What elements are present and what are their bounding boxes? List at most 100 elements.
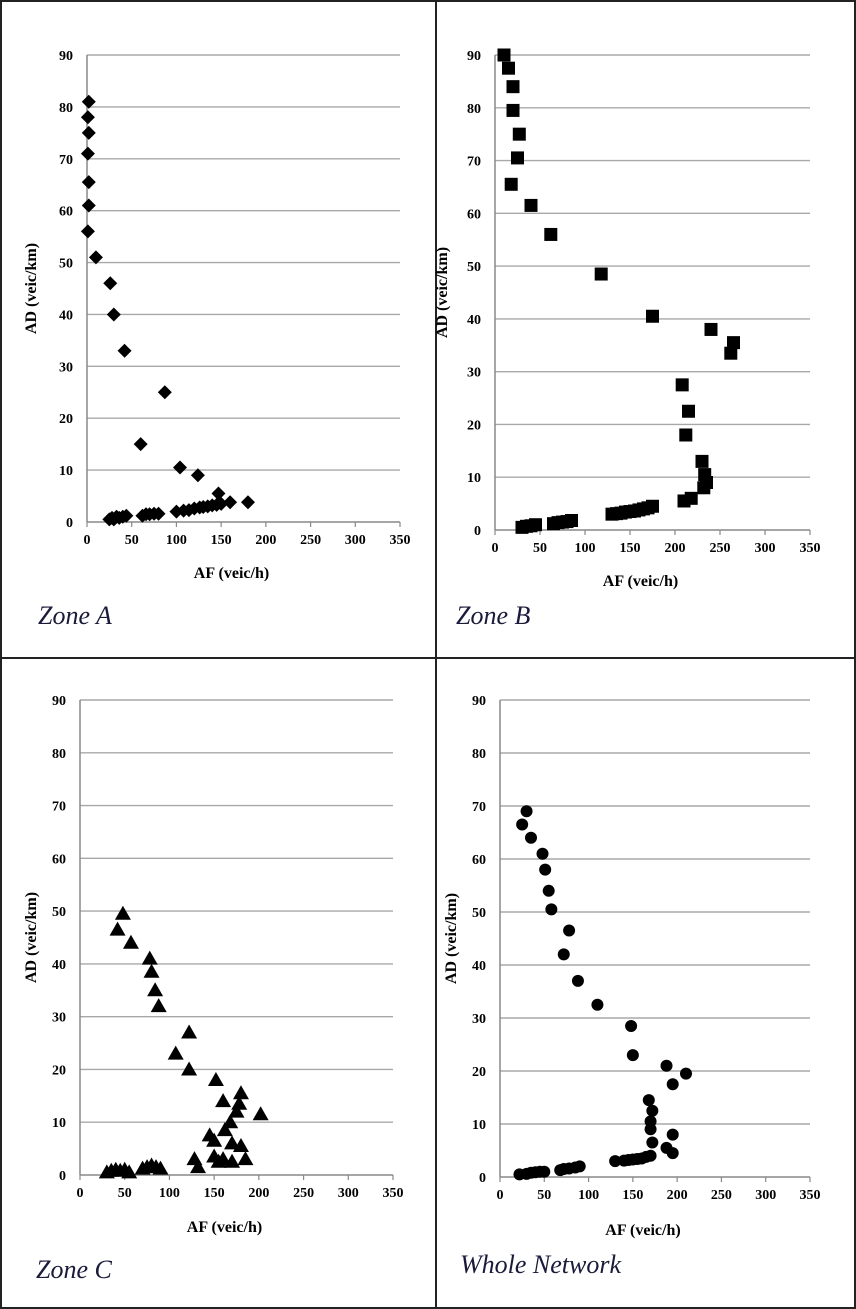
x-tick-label: 50 (118, 1186, 132, 1201)
y-tick-label: 40 (59, 308, 73, 323)
data-point (211, 486, 226, 501)
y-tick-label: 0 (59, 1169, 66, 1184)
series-points (513, 805, 692, 1181)
data-point (190, 1159, 207, 1174)
data-point (545, 903, 558, 916)
data-point (143, 963, 160, 978)
data-point (206, 1132, 223, 1147)
x-tick-label: 0 (492, 541, 499, 556)
data-point (520, 805, 533, 818)
y-axis-title: AD (veic/km) (23, 892, 40, 983)
chart-panel: 0 10 20 30 40 50 60 70 80 90 0 50 100 150 200 250 300 350… (23, 49, 411, 630)
y-tick-label: 0 (479, 1171, 486, 1186)
data-point (228, 1103, 245, 1118)
data-point (216, 1122, 233, 1137)
x-axis-title: AF (veic/h) (194, 565, 269, 582)
series-points (80, 94, 255, 527)
data-point (237, 1151, 254, 1166)
x-axis-title: AF (veic/h) (605, 1222, 680, 1239)
data-point (173, 460, 188, 475)
data-point (133, 437, 148, 452)
y-tick-label: 70 (467, 155, 481, 170)
data-point (642, 1094, 655, 1107)
data-point (682, 404, 695, 418)
x-tick-label: 0 (84, 533, 91, 548)
chart-panel: 0 10 20 30 40 50 60 70 80 90 0 50 100 150 200 250 300 350… (23, 694, 404, 1284)
data-point (542, 884, 555, 897)
x-tick-label: 200 (255, 533, 276, 548)
y-axis-title: AD (veic/km) (434, 247, 451, 338)
y-axis-title: AD (veic/km) (443, 893, 460, 984)
panel-label: Whole Network (460, 1250, 621, 1279)
data-point (539, 863, 552, 876)
data-point (207, 1072, 224, 1086)
series-points (98, 905, 269, 1179)
data-point (666, 1078, 679, 1091)
y-axis-title: AD (veic/km) (23, 243, 40, 334)
y-tick-label: 10 (52, 1116, 66, 1131)
x-axis-title: AF (veic/h) (603, 573, 678, 590)
data-point (557, 948, 570, 961)
y-tick-label: 10 (59, 464, 73, 479)
data-point (252, 1106, 269, 1121)
data-point (151, 506, 166, 521)
y-tick-label: 50 (59, 257, 73, 272)
x-tick-label: 200 (248, 1186, 269, 1201)
data-point (697, 481, 711, 495)
data-point (223, 495, 238, 510)
y-tick-label: 50 (52, 905, 66, 920)
data-point (506, 80, 520, 94)
data-point (680, 1067, 692, 1080)
y-tick-label: 40 (52, 958, 66, 973)
y-tick-label: 60 (52, 852, 66, 867)
x-tick-label: 350 (390, 533, 411, 548)
data-point (644, 1149, 657, 1162)
data-point (529, 518, 542, 532)
data-point (625, 1019, 638, 1032)
x-tick-label: 150 (620, 541, 641, 556)
data-point (646, 1104, 659, 1117)
x-axis-title: AF (veic/h) (187, 1219, 262, 1236)
y-tick-label: 80 (472, 747, 486, 762)
data-point (536, 847, 549, 860)
data-point (666, 1128, 679, 1141)
x-tick-label: 0 (497, 1188, 504, 1203)
data-point (121, 1164, 138, 1179)
x-tick-label: 250 (293, 1186, 314, 1201)
data-point (240, 495, 255, 510)
x-tick-label: 250 (300, 533, 321, 548)
data-point (181, 1061, 198, 1076)
data-point (81, 125, 96, 140)
data-point (504, 177, 518, 191)
data-point (511, 151, 524, 165)
data-point (224, 1153, 241, 1168)
x-tick-label: 200 (665, 541, 686, 556)
data-point (679, 428, 693, 442)
data-point (704, 322, 718, 336)
data-point (122, 934, 139, 949)
y-tick-label: 20 (52, 1063, 66, 1078)
x-tick-label: 100 (159, 1186, 180, 1201)
y-tick-label: 30 (59, 360, 73, 375)
data-point (150, 998, 167, 1013)
data-point (591, 998, 604, 1011)
x-tick-label: 50 (533, 541, 547, 556)
data-point (497, 48, 511, 62)
data-point (103, 276, 118, 291)
data-point (106, 307, 121, 322)
data-point (609, 1155, 622, 1168)
data-point (684, 491, 698, 505)
data-point (88, 250, 103, 265)
data-point (594, 267, 608, 281)
y-tick-label: 30 (472, 1012, 486, 1027)
y-tick-label: 70 (59, 153, 73, 168)
data-point (190, 468, 205, 483)
y-tick-label: 10 (467, 471, 481, 486)
y-tick-label: 90 (467, 49, 481, 64)
x-tick-label: 350 (383, 1186, 404, 1201)
y-tick-label: 90 (52, 694, 66, 709)
data-point (81, 198, 96, 213)
data-point (117, 343, 132, 358)
data-point (565, 514, 578, 527)
